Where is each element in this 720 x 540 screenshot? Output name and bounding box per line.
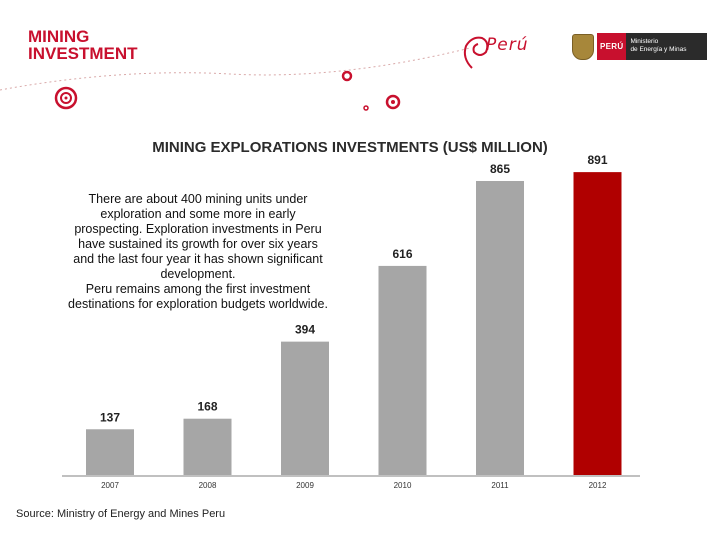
x-tick-2011: 2011 xyxy=(491,481,509,490)
data-label-2010: 616 xyxy=(392,247,412,261)
peru-brand-text: Perú xyxy=(486,35,529,55)
slide-title-line-1: MINING xyxy=(28,27,90,46)
chart-title: MINING EXPLORATIONS INVESTMENTS (US$ MIL… xyxy=(152,139,548,156)
bar-2008 xyxy=(183,418,232,476)
ministry-logo: PERÚ Ministerio de Energía y Minas xyxy=(597,33,707,60)
description-line-4: have sustained its growth for over six y… xyxy=(78,237,318,251)
description-line-3: prospecting. Exploration investments in … xyxy=(74,222,322,236)
bar-2012 xyxy=(573,172,622,476)
x-tick-2012: 2012 xyxy=(589,481,607,490)
small-circle-icon xyxy=(341,70,353,82)
data-label-2012: 891 xyxy=(587,153,607,167)
description-line-6: development. xyxy=(160,267,236,281)
bar-group: 137 168 394 616 865 891 xyxy=(86,153,622,476)
ring-icon xyxy=(385,94,401,110)
ministry-logo-name: Ministerio de Energía y Minas xyxy=(626,33,707,60)
data-label-2008: 168 xyxy=(197,400,217,414)
x-tick-2007: 2007 xyxy=(101,481,119,490)
description-line-5: and the last four year it has shown sign… xyxy=(73,252,323,266)
data-label-2007: 137 xyxy=(100,410,120,424)
x-tick-2009: 2009 xyxy=(296,481,314,490)
ministry-name-line-2: de Energía y Minas xyxy=(630,46,687,53)
bar-2010 xyxy=(378,265,427,476)
spiral-icon xyxy=(54,86,78,110)
description-text: There are about 400 mining units under e… xyxy=(36,192,360,312)
description-line-8: destinations for exploration budgets wor… xyxy=(68,297,328,311)
x-tick-labels: 2007 2008 2009 2010 2011 2012 xyxy=(101,481,607,490)
ministry-logo-country: PERÚ xyxy=(597,33,627,60)
bar-2007 xyxy=(86,429,134,476)
slide-title-line-2: INVESTMENT xyxy=(28,44,138,63)
source-note: Source: Ministry of Energy and Mines Per… xyxy=(16,508,226,520)
description-line-1: There are about 400 mining units under xyxy=(88,192,308,206)
peru-brand-logo xyxy=(463,36,489,69)
bar-2009 xyxy=(281,341,329,476)
x-tick-2010: 2010 xyxy=(394,481,412,490)
x-tick-2008: 2008 xyxy=(199,481,217,490)
tiny-circle-icon xyxy=(363,105,369,111)
swirl-decoration xyxy=(0,47,470,111)
description-line-7: Peru remains among the first investment xyxy=(85,282,311,296)
ministry-name-line-1: Ministerio xyxy=(630,38,659,45)
coat-of-arms-icon xyxy=(572,34,594,60)
data-label-2009: 394 xyxy=(295,323,315,337)
slide-title: MINING INVESTMENT xyxy=(28,28,138,62)
data-label-2011: 865 xyxy=(490,162,510,176)
bar-2011 xyxy=(476,180,524,476)
description-line-2: exploration and some more in early xyxy=(100,207,296,221)
